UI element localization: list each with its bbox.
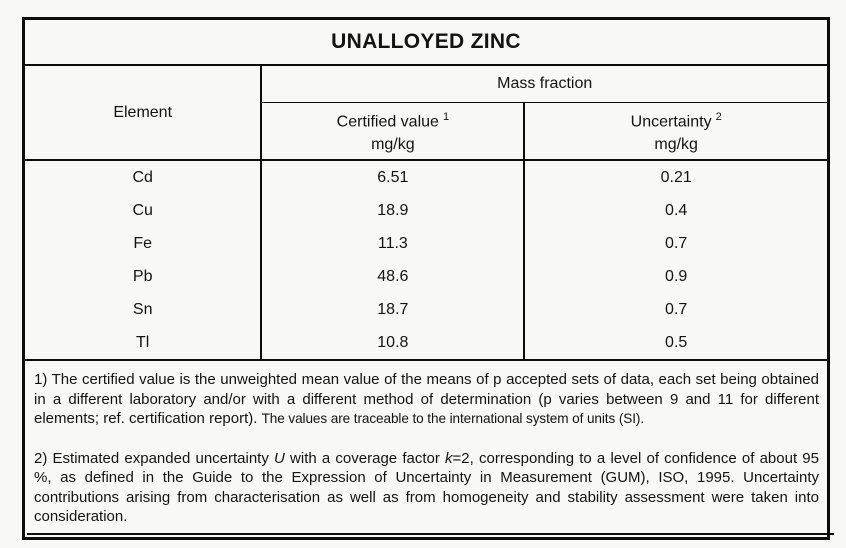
footnotes-row: 1) The certified value is the unweighted… — [23, 359, 829, 538]
certified-value-cell: 10.8 — [260, 326, 526, 360]
certified-unit-label: mg/kg — [371, 136, 415, 154]
certified-value-label: Certified value — [336, 113, 439, 131]
certificate-table: UNALLOYED ZINC Element Mass fraction Cer… — [22, 17, 830, 540]
table-row: Cu 18.9 0.4 — [23, 194, 829, 227]
table-row: Pb 48.6 0.9 — [23, 260, 829, 293]
table-row: Sn 18.7 0.7 — [23, 293, 829, 326]
uncertainty-cell: 0.9 — [665, 267, 688, 285]
certified-value-header: Certified value 1 mg/kg — [261, 103, 524, 161]
uncertainty-label: Uncertainty — [630, 113, 712, 131]
footnote-2: 2) Estimated expanded uncertainty U with… — [34, 449, 819, 527]
footnote-2-text: with a coverage factor — [284, 449, 446, 467]
element-cell: Sn — [23, 293, 263, 326]
element-cell: Fe — [23, 227, 263, 260]
header-row-group: Element Mass fraction — [23, 65, 829, 160]
title-row: UNALLOYED ZINC — [23, 18, 829, 66]
footnote-2-symbol-k: k — [445, 449, 453, 467]
element-cell: Cu — [23, 194, 263, 227]
footnote-1-traceability-text: The values are traceable to the internat… — [261, 411, 645, 426]
element-column-header: Element — [23, 65, 263, 160]
element-cell: Pb — [23, 260, 263, 293]
element-cell: Tl — [23, 326, 263, 360]
table-row: Cd 6.51 0.21 — [23, 159, 829, 194]
uncertainty-header: Uncertainty 2 mg/kg — [523, 102, 829, 160]
uncertainty-unit-label: mg/kg — [654, 136, 698, 154]
mass-fraction-header: Mass fraction — [261, 65, 829, 103]
element-cell: Cd — [23, 159, 263, 194]
footnote-1: 1) The certified value is the unweighted… — [34, 370, 819, 429]
uncertainty-cell: 0.5 — [665, 333, 688, 351]
footnotes-section: 1) The certified value is the unweighted… — [23, 359, 829, 538]
certified-value-cell: 18.7 — [260, 293, 526, 326]
footnote-2-text: 2) Estimated expanded uncertainty — [34, 449, 275, 467]
uncertainty-cell: 0.21 — [524, 159, 829, 194]
certified-value-cell: 48.6 — [260, 260, 526, 293]
uncertainty-cell: 0.4 — [665, 201, 688, 219]
certified-value-cell: 6.51 — [260, 159, 526, 194]
footnote-2-symbol-U: U — [274, 449, 285, 467]
table-row: Tl 10.8 0.5 — [23, 326, 829, 360]
certified-footnote-ref: 1 — [442, 110, 450, 123]
certified-value-cell: 18.9 — [260, 194, 526, 227]
table-row: Fe 11.3 0.7 — [23, 227, 829, 260]
subheader-row: Certified value 1 mg/kg Uncertainty 2 mg/k… — [24, 102, 829, 161]
footnote-2-text: =2, corresponding to a level of confiden… — [34, 449, 819, 526]
page-title: UNALLOYED ZINC — [23, 18, 829, 66]
table-bottom-double-rule — [27, 533, 834, 535]
certified-value-cell: 11.3 — [260, 227, 526, 260]
uncertainty-footnote-ref: 2 — [715, 110, 722, 123]
uncertainty-cell: 0.7 — [665, 234, 688, 252]
uncertainty-cell: 0.7 — [665, 300, 688, 318]
footnote-1-text: 1) The certified value is the unweighted… — [34, 371, 819, 427]
